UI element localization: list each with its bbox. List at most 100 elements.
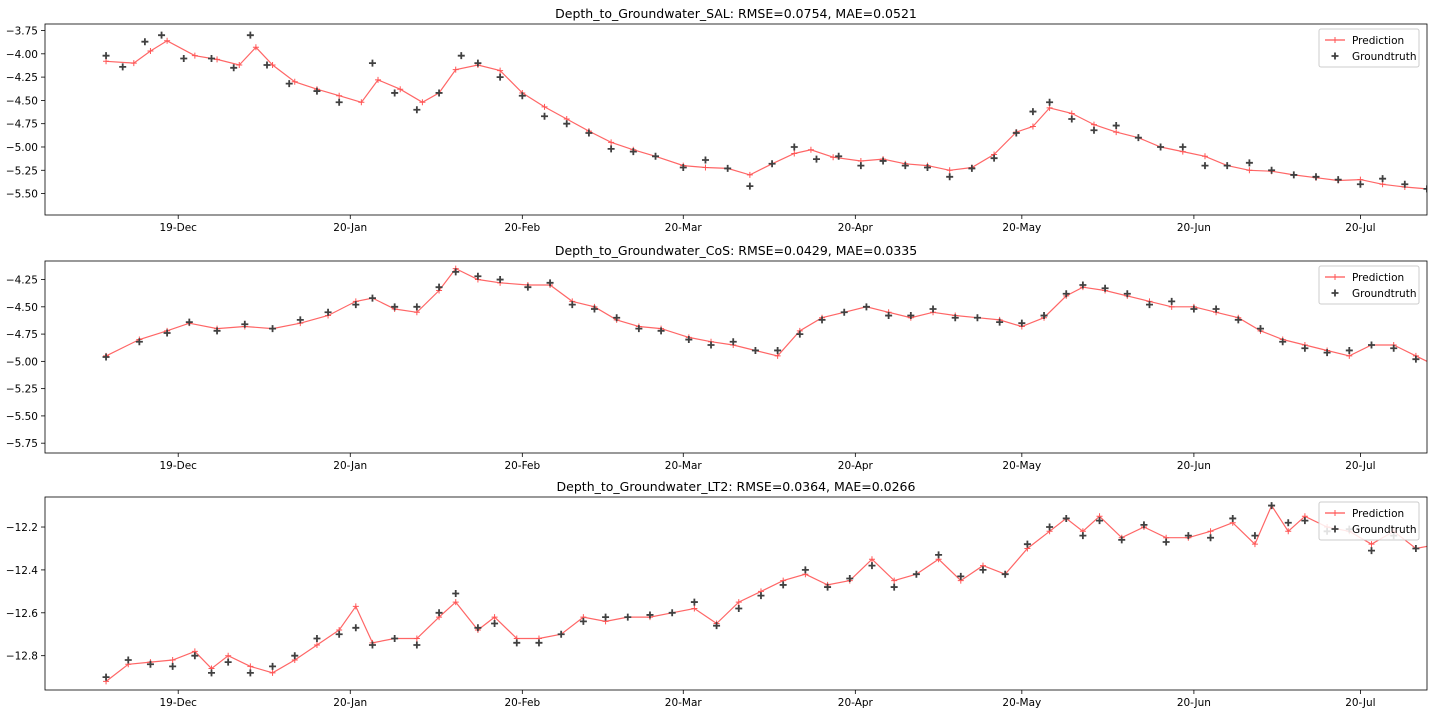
- groundtruth-marker: [1223, 162, 1231, 170]
- groundtruth-marker: [1268, 166, 1276, 174]
- x-tick-label: 20-Mar: [665, 222, 703, 234]
- groundtruth-marker: [768, 160, 776, 168]
- plot-area: [102, 31, 1427, 193]
- groundtruth-marker: [729, 338, 737, 346]
- x-tick-label: 20-Jan: [333, 697, 367, 709]
- groundtruth-marker: [901, 162, 909, 170]
- prediction-marker: [1379, 181, 1386, 188]
- groundtruth-marker: [146, 660, 154, 668]
- groundtruth-marker: [435, 89, 443, 97]
- groundtruth-marker: [868, 562, 876, 570]
- groundtruth-marker: [513, 639, 521, 647]
- groundtruth-marker: [1018, 319, 1026, 327]
- x-tick-label: 20-Feb: [504, 697, 540, 709]
- axes-frame: [44, 23, 1428, 216]
- groundtruth-marker: [879, 157, 887, 165]
- groundtruth-marker: [857, 162, 865, 170]
- legend-label-groundtruth: Groundtruth: [1352, 524, 1416, 536]
- x-tick-label: 20-Mar: [665, 460, 703, 472]
- groundtruth-marker: [269, 662, 277, 670]
- groundtruth-marker: [707, 341, 715, 349]
- prediction-marker: [291, 78, 298, 85]
- prediction-marker: [191, 52, 198, 59]
- groundtruth-marker: [946, 173, 954, 181]
- legend-box: [1318, 265, 1420, 305]
- groundtruth-marker: [1290, 171, 1298, 179]
- groundtruth-marker: [968, 164, 976, 172]
- groundtruth-marker: [1212, 305, 1220, 313]
- groundtruth-marker: [546, 279, 554, 287]
- x-tick-label: 20-Jan: [333, 222, 367, 234]
- groundtruth-marker: [141, 38, 149, 46]
- groundtruth-marker: [102, 52, 110, 60]
- legend: Prediction Groundtruth: [1318, 501, 1420, 541]
- legend-label-groundtruth: Groundtruth: [1352, 51, 1416, 63]
- x-tick-label: 19-Dec: [159, 460, 197, 472]
- chart-title: Depth_to_Groundwater_CoS: RMSE=0.0429, M…: [555, 243, 917, 258]
- prediction-marker: [1090, 121, 1097, 128]
- groundtruth-marker: [1412, 544, 1420, 552]
- groundtruth-marker: [1134, 134, 1142, 142]
- groundtruth-marker: [457, 52, 465, 60]
- prediction-marker: [452, 599, 459, 606]
- groundtruth-marker: [524, 283, 532, 291]
- y-tick-label: −4.75: [6, 119, 38, 131]
- groundtruth-marker: [996, 318, 1004, 326]
- groundtruth-marker: [296, 316, 304, 324]
- prediction-marker: [1285, 528, 1292, 535]
- groundtruth-marker: [713, 622, 721, 630]
- y-tick-label: −5.75: [6, 438, 38, 450]
- groundtruth-marker: [119, 63, 127, 71]
- x-tick-label: 20-May: [1002, 460, 1041, 472]
- x-tick-label: 20-Apr: [838, 697, 874, 709]
- groundtruth-marker: [1090, 126, 1098, 134]
- groundtruth-marker: [1190, 305, 1198, 313]
- prediction-marker: [1046, 104, 1053, 111]
- groundtruth-marker: [1301, 517, 1309, 525]
- groundtruth-marker: [246, 31, 254, 39]
- y-tick-label: −3.75: [6, 26, 38, 38]
- legend-prediction-marker: [1332, 274, 1338, 280]
- x-tick-label: 20-Jun: [1177, 697, 1211, 709]
- groundtruth-marker: [124, 656, 132, 664]
- groundtruth-marker: [391, 635, 399, 643]
- plot-area: [102, 265, 1427, 363]
- x-tick-label: 20-Jul: [1345, 697, 1375, 709]
- prediction-marker: [313, 641, 320, 648]
- x-tick-label: 20-Feb: [504, 222, 540, 234]
- y-tick-label: −5.00: [6, 356, 38, 368]
- x-tick-label: 19-Dec: [159, 697, 197, 709]
- groundtruth-marker: [413, 106, 421, 114]
- prediction-marker: [164, 37, 171, 44]
- groundtruth-marker: [1068, 115, 1076, 123]
- prediction-marker: [419, 99, 426, 106]
- groundtruth-marker: [1112, 122, 1120, 130]
- groundtruth-marker: [751, 346, 759, 354]
- groundtruth-marker: [912, 570, 920, 578]
- groundtruth-marker: [1001, 570, 1009, 578]
- groundtruth-marker: [796, 330, 804, 338]
- x-tick-label: 20-Feb: [504, 460, 540, 472]
- groundtruth-marker: [491, 620, 499, 628]
- groundtruth-marker: [1251, 532, 1259, 540]
- groundtruth-marker: [1268, 502, 1276, 510]
- groundtruth-marker: [1179, 143, 1187, 151]
- groundtruth-marker: [790, 143, 798, 151]
- groundtruth-marker: [1162, 538, 1170, 546]
- groundtruth-marker: [1062, 514, 1070, 522]
- groundtruth-marker: [862, 303, 870, 311]
- legend-box: [1318, 501, 1420, 541]
- groundtruth-marker: [1145, 301, 1153, 309]
- x-tick-label: 20-Jan: [333, 460, 367, 472]
- prediction-marker: [830, 154, 837, 161]
- plot-area: [102, 502, 1427, 685]
- groundtruth-marker: [1423, 185, 1427, 193]
- groundtruth-marker: [929, 305, 937, 313]
- groundtruth-marker: [1079, 532, 1087, 540]
- legend-label-prediction: Prediction: [1352, 35, 1404, 47]
- y-tick-label: −12.4: [6, 565, 38, 577]
- prediction-marker: [1201, 153, 1208, 160]
- prediction-marker: [452, 66, 459, 73]
- y-tick-label: −4.50: [6, 95, 38, 107]
